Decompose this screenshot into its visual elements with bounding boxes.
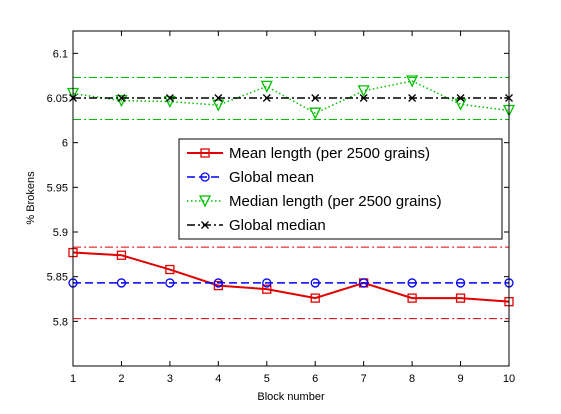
y-tick-label: 6.1 bbox=[53, 48, 68, 60]
y-tick-label: 5.95 bbox=[47, 182, 68, 194]
x-tick-label: 10 bbox=[503, 373, 515, 385]
y-tick-label: 5.85 bbox=[47, 272, 68, 284]
x-axis-label: Block number bbox=[257, 391, 325, 403]
x-tick-label: 3 bbox=[167, 373, 173, 385]
x-tick-label: 7 bbox=[361, 373, 367, 385]
legend-label: Global median bbox=[229, 217, 326, 234]
y-tick-label: 6 bbox=[62, 138, 68, 150]
y-tick-label: 5.8 bbox=[53, 316, 68, 328]
legend-label: Median length (per 2500 grains) bbox=[229, 193, 442, 210]
x-tick-label: 6 bbox=[312, 373, 318, 385]
x-tick-label: 8 bbox=[409, 373, 415, 385]
legend-label: Mean length (per 2500 grains) bbox=[229, 145, 430, 162]
x-tick-label: 1 bbox=[70, 373, 76, 385]
legend: Mean length (per 2500 grains) Global mean… bbox=[179, 139, 502, 239]
y-axis-label: % Brokens bbox=[25, 171, 37, 225]
legend-label: Global mean bbox=[229, 169, 314, 186]
x-tick-label: 2 bbox=[118, 373, 124, 385]
y-tick-label: 6.05 bbox=[47, 93, 68, 105]
y-tick-label: 5.9 bbox=[53, 227, 68, 239]
x-tick-label: 4 bbox=[215, 373, 221, 385]
x-tick-label: 9 bbox=[457, 373, 463, 385]
x-tick-label: 5 bbox=[264, 373, 270, 385]
